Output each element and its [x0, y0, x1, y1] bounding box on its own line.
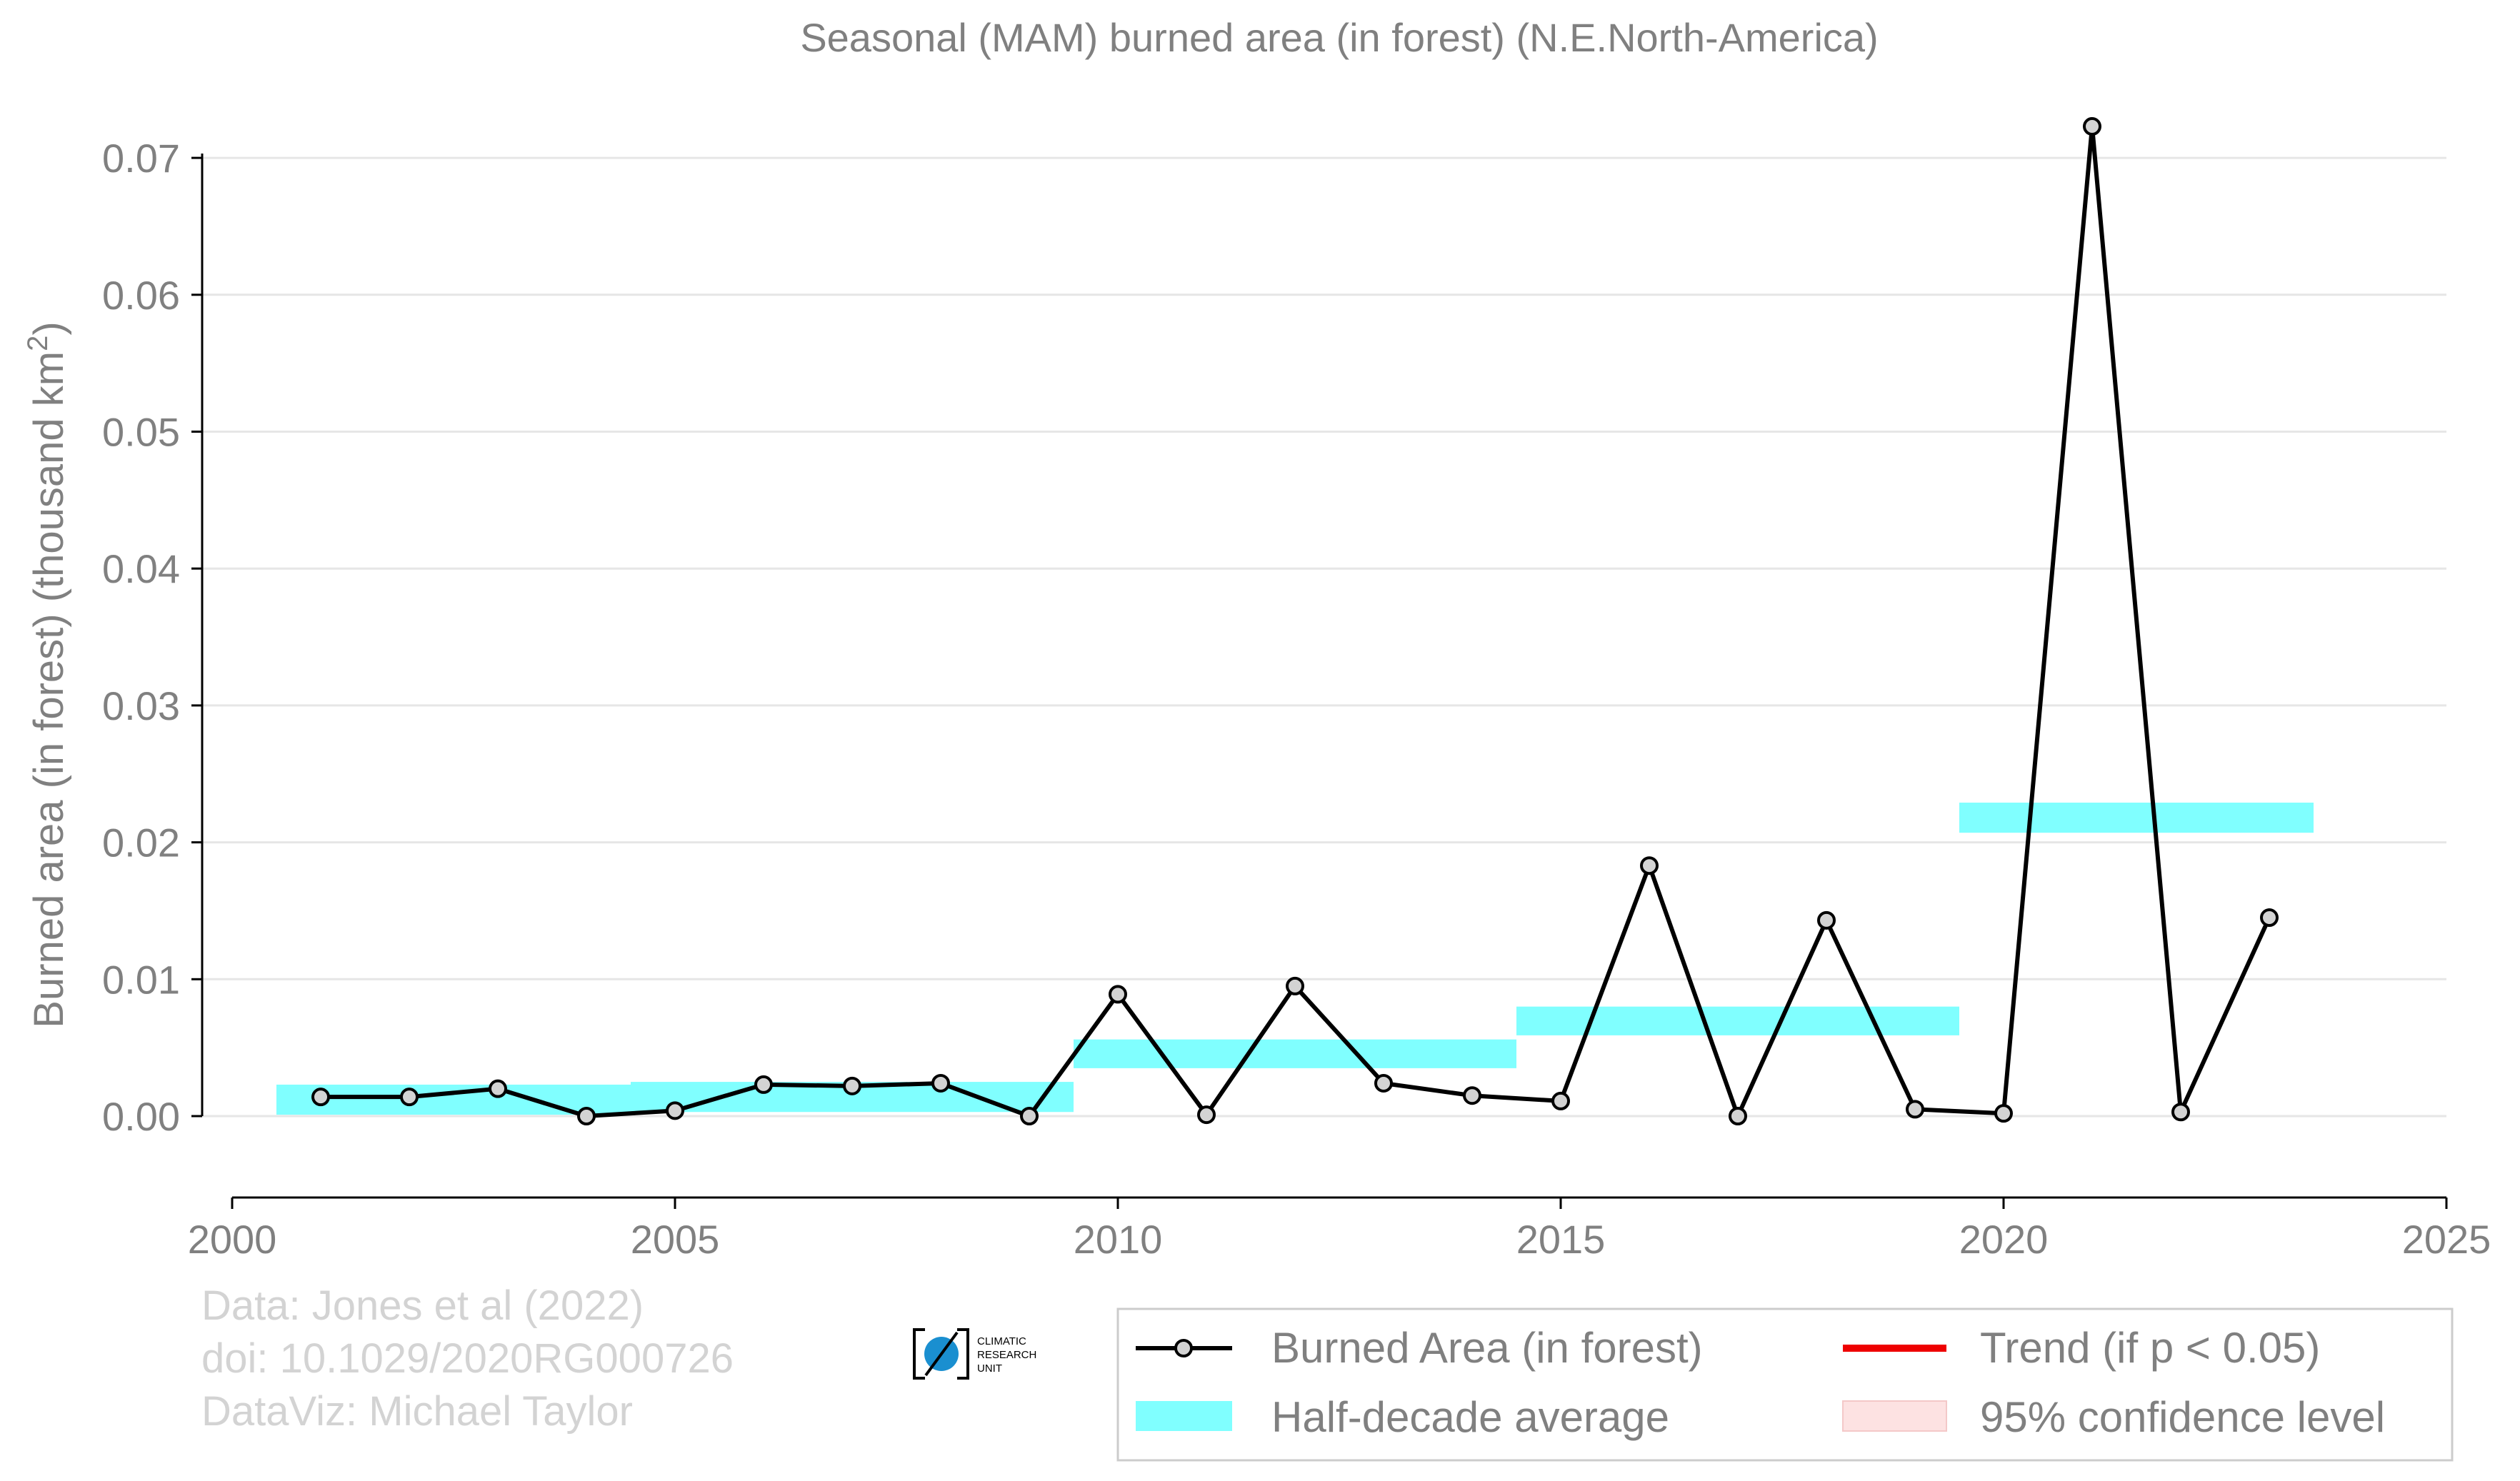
logo-text-climatic: CLIMATIC — [977, 1335, 1026, 1347]
y-axis-label: Burned area (in forest) (thousand km2) — [22, 321, 72, 1028]
data-point — [1817, 910, 1836, 930]
y-axis-label-main: Burned area (in forest) (thousand km — [26, 351, 72, 1028]
credit-data-source: Data: Jones et al (2022) — [201, 1282, 644, 1329]
burned-area-series — [311, 117, 2279, 1125]
legend-item-confidence: 95% confidence level — [1842, 1393, 2385, 1441]
y-axis: 0.00 0.01 0.02 0.03 0.04 0.05 0.06 0.07 — [102, 136, 204, 1139]
data-point — [931, 1073, 950, 1093]
chart-title: Seasonal (MAM) burned area (in forest) (… — [800, 15, 1878, 60]
legend-label-burned-area: Burned Area (in forest) — [1271, 1324, 1703, 1372]
data-point — [1109, 985, 1127, 1004]
credit-dataviz: DataViz: Michael Taylor — [201, 1388, 633, 1435]
credit-doi: doi: 10.1029/2020RG000726 — [201, 1335, 734, 1382]
data-point — [2083, 117, 2101, 136]
x-tick-label: 2020 — [1959, 1217, 2049, 1262]
y-axis-label-superscript: 2 — [22, 336, 54, 351]
legend-marker — [1174, 1339, 1193, 1357]
data-point — [1197, 1105, 1216, 1125]
x-tick-label: 2000 — [188, 1217, 277, 1262]
legend-item-half-decade: Half-decade average — [1136, 1393, 1669, 1441]
cru-logo: CLIMATIC RESEARCH UNIT — [913, 1328, 1036, 1380]
half-decade-band — [1959, 803, 2314, 833]
y-tick-label: 0.04 — [102, 546, 180, 591]
legend-label-half-decade: Half-decade average — [1271, 1393, 1669, 1441]
y-axis-label-close: ) — [26, 321, 72, 335]
y-tick-label: 0.05 — [102, 410, 180, 455]
data-point — [843, 1076, 861, 1095]
half-decade-band — [1074, 1039, 1516, 1068]
data-point — [666, 1101, 684, 1120]
data-point — [2260, 908, 2279, 928]
logo-slash — [924, 1331, 959, 1377]
x-tick-label: 2005 — [631, 1217, 720, 1262]
logo-text-unit: UNIT — [977, 1362, 1002, 1375]
y-tick-label: 0.00 — [102, 1094, 180, 1139]
legend-item-trend: Trend (if p < 0.05) — [1843, 1324, 2320, 1372]
y-tick-label: 0.07 — [102, 136, 180, 181]
y-tick-label: 0.02 — [102, 820, 180, 865]
data-credits: Data: Jones et al (2022) doi: 10.1029/20… — [201, 1282, 734, 1435]
legend-label-trend: Trend (if p < 0.05) — [1980, 1324, 2320, 1372]
y-tick-label: 0.03 — [102, 683, 180, 728]
y-tick-label: 0.06 — [102, 273, 180, 318]
data-point — [1640, 856, 1659, 875]
data-point — [1906, 1100, 1924, 1119]
data-point — [1729, 1107, 1747, 1125]
logo-bracket-left — [913, 1328, 925, 1380]
y-gridlines — [202, 156, 2446, 1118]
logo-text-research: RESEARCH — [977, 1349, 1036, 1361]
x-axis: 2000 2005 2010 2015 2020 2025 — [188, 1196, 2491, 1262]
legend: Burned Area (in forest) Trend (if p < 0.… — [1116, 1307, 2454, 1462]
legend-label-confidence: 95% confidence level — [1980, 1393, 2385, 1441]
data-point — [1994, 1104, 2013, 1123]
data-point — [1286, 976, 1304, 995]
y-tick-label: 0.01 — [102, 957, 180, 1002]
half-decade-band — [1516, 1006, 1959, 1035]
series-line — [321, 124, 2271, 1118]
data-point — [754, 1075, 773, 1094]
legend-item-burned-area: Burned Area (in forest) — [1136, 1324, 1703, 1372]
data-point — [1551, 1091, 1570, 1110]
data-point — [400, 1088, 419, 1107]
x-tick-label: 2025 — [2402, 1217, 2491, 1262]
legend-box — [1116, 1307, 2454, 1462]
x-tick-label: 2010 — [1074, 1217, 1163, 1262]
data-point — [577, 1107, 596, 1125]
data-point — [1020, 1107, 1039, 1125]
data-point — [2171, 1103, 2190, 1122]
logo-bracket-right — [957, 1328, 969, 1380]
data-point — [489, 1079, 507, 1098]
data-point — [1374, 1073, 1393, 1093]
data-point — [1463, 1086, 1481, 1105]
data-point — [311, 1088, 330, 1107]
x-tick-label: 2015 — [1516, 1217, 1606, 1262]
